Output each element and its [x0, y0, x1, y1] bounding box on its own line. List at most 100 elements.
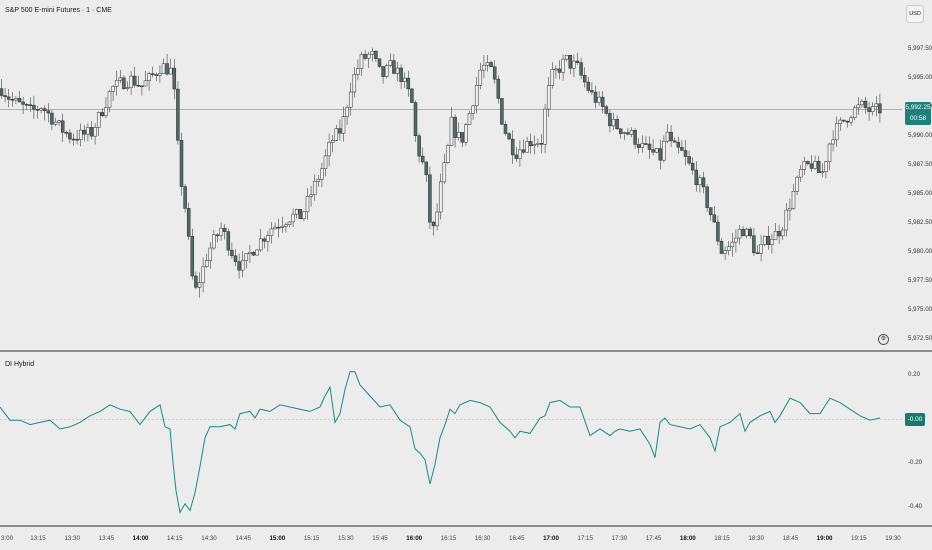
indicator-tick-label: -0.20	[908, 459, 923, 466]
candle-body	[579, 62, 583, 76]
time-tick-label: 14:15	[167, 535, 183, 542]
candle-body	[809, 163, 814, 169]
candle-body	[64, 132, 69, 134]
candle-body	[60, 120, 65, 133]
candle-body	[384, 65, 389, 77]
currency-button[interactable]: USD	[906, 5, 924, 23]
indicator-name: DI Hybrid	[5, 361, 35, 368]
candle-body	[266, 235, 270, 242]
candle-body	[741, 228, 745, 237]
candle-body	[849, 117, 853, 123]
candle-body	[399, 67, 403, 82]
time-axis[interactable]: 3:00 13:15 13:30 13:45 14:00 14:15 14:30 14:45 1…	[1, 535, 901, 542]
time-tick-label: 19:30	[885, 535, 901, 542]
candle-body	[629, 130, 634, 135]
candle-body	[86, 127, 90, 135]
candle-body	[665, 131, 670, 142]
candle-body	[237, 261, 241, 271]
candle-body	[687, 156, 691, 164]
candle-body	[795, 176, 799, 192]
candle-body	[410, 88, 414, 103]
candle-body	[737, 228, 742, 239]
candle-body	[17, 98, 22, 103]
price-candles	[0, 47, 882, 298]
candle-body	[611, 119, 616, 127]
candle-body	[726, 246, 731, 251]
candle-body	[734, 237, 738, 243]
candle-body	[53, 121, 58, 125]
indicator-axis[interactable]: 0.20 -0.20 -0.40	[908, 371, 923, 510]
candle-body	[777, 231, 781, 237]
candle-body	[719, 240, 724, 254]
candle-body	[402, 77, 407, 82]
candle-body	[143, 80, 148, 87]
candle-body	[57, 120, 61, 123]
candle-body	[467, 112, 472, 125]
candle-body	[827, 143, 832, 163]
candle-body	[201, 266, 205, 283]
time-tick-label: 3:00	[1, 535, 14, 542]
price-tick-label: 5,995.00	[908, 74, 932, 81]
candle-body	[212, 234, 216, 249]
candle-body	[662, 140, 666, 161]
price-tick-label: 5,977.50	[908, 277, 932, 284]
time-tick-label: 17:00	[543, 535, 559, 542]
candle-body	[172, 67, 177, 90]
candle-body	[482, 64, 486, 71]
candle-body	[845, 120, 850, 123]
candle-body	[788, 207, 792, 211]
candle-body	[618, 128, 623, 134]
candle-body	[258, 238, 263, 251]
pane-settings-icon[interactable]: ⚙	[878, 334, 889, 345]
last-price-value: 5,992.25	[905, 104, 931, 111]
candle-body	[784, 209, 789, 231]
candle-body	[636, 144, 641, 148]
candle-body	[330, 140, 335, 143]
candle-body	[104, 107, 108, 117]
time-tick-label: 19:15	[851, 535, 867, 542]
candle-body	[870, 106, 875, 112]
last-price-label: 5,992.25 00:58	[905, 102, 931, 125]
time-tick-label: 17:15	[577, 535, 593, 542]
indicator-value-label: -0.00	[905, 413, 925, 426]
time-tick-label: 13:15	[30, 535, 46, 542]
candle-body	[294, 209, 299, 215]
candle-body	[806, 161, 810, 165]
candle-body	[716, 221, 720, 242]
candle-body	[528, 141, 533, 147]
candle-body	[824, 161, 828, 173]
time-tick-label: 13:30	[64, 535, 80, 542]
candle-body	[6, 96, 11, 100]
candle-body	[114, 79, 119, 87]
candle-body	[568, 55, 573, 69]
candle-body	[561, 58, 565, 73]
candle-body	[813, 161, 817, 169]
candle-body	[446, 145, 450, 163]
candle-body	[320, 168, 324, 180]
time-tick-label: 15:00	[269, 535, 285, 542]
candle-body	[323, 155, 328, 169]
candle-body	[219, 227, 223, 236]
candle-body	[651, 149, 655, 153]
price-tick-label: 5,985.00	[908, 190, 932, 197]
candle-body	[291, 213, 295, 223]
time-tick-label: 18:15	[714, 535, 730, 542]
candle-body	[140, 85, 144, 88]
candle-body	[442, 162, 447, 183]
candle-body	[863, 100, 868, 108]
candle-body	[550, 69, 555, 86]
candle-body	[312, 181, 317, 196]
candle-body	[93, 127, 97, 137]
candle-body	[626, 132, 630, 135]
time-tick-label: 15:30	[338, 535, 354, 542]
candle-body	[71, 138, 76, 141]
candle-body	[842, 119, 846, 122]
candle-body	[723, 250, 727, 254]
candle-body	[32, 104, 36, 110]
candle-body	[338, 128, 342, 134]
candle-body	[377, 58, 382, 67]
candle-body	[374, 50, 378, 60]
candle-body	[449, 116, 454, 146]
candle-body	[856, 104, 861, 109]
